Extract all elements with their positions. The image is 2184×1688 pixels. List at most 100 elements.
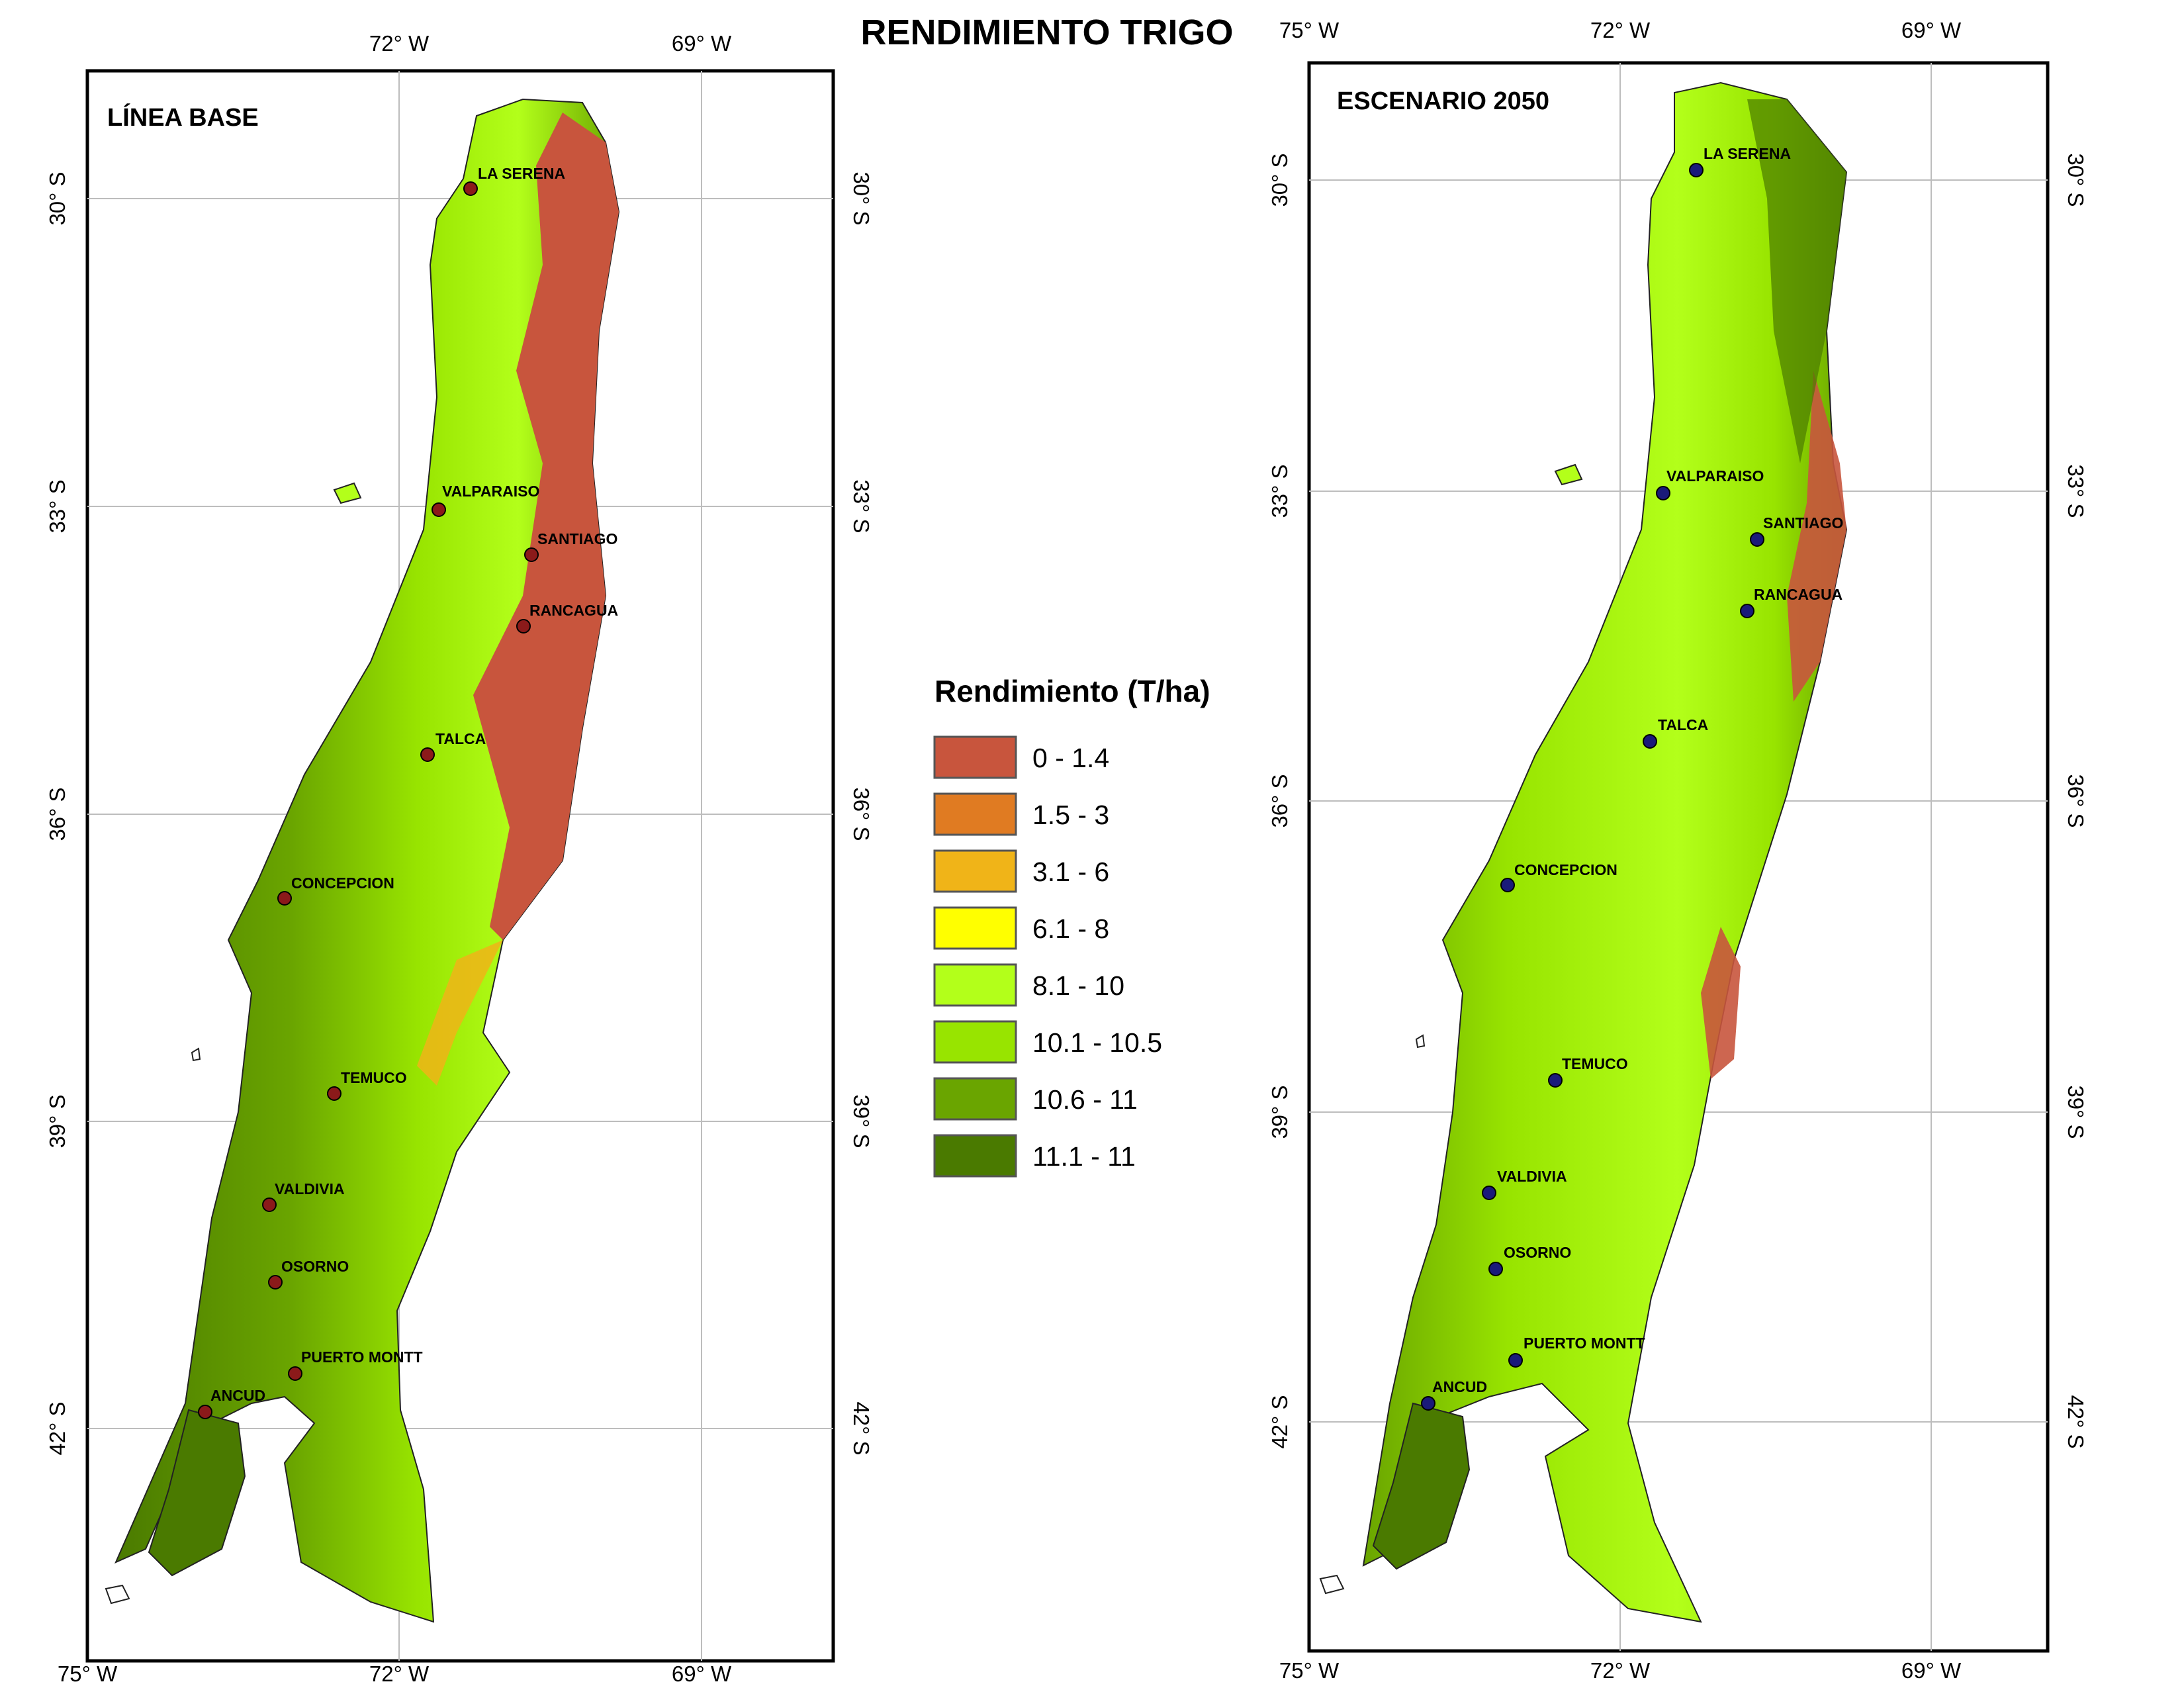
city-label: LA SERENA (1704, 145, 1791, 162)
lat-tick-left: 33° S (1267, 464, 1292, 518)
city-marker-ancud (198, 1405, 212, 1419)
legend: Rendimiento (T/ha) 0 - 1.4 1.5 - 3 3.1 - 6… (933, 674, 1210, 1178)
lat-tick-right: 39° S (849, 1094, 874, 1148)
city-marker-rancagua (1740, 604, 1754, 618)
lat-tick-right: 39° S (2064, 1085, 2088, 1139)
lat-tick-right: 42° S (849, 1401, 874, 1455)
city-markers: LA SERENA VALPARAISO SANTIAGO RANCAGUA T… (1421, 145, 1843, 1411)
lat-tick-left: 42° S (1267, 1395, 1292, 1448)
legend-swatch (933, 1077, 1017, 1121)
andes-mid-yield-zone (417, 940, 503, 1086)
legend-label: 8.1 - 10 (1032, 970, 1124, 1001)
legend-label: 3.1 - 6 (1032, 857, 1109, 887)
city-marker-valparaiso (432, 502, 446, 517)
city-label: SANTIAGO (537, 530, 617, 547)
city-label: VALPARAISO (442, 483, 539, 500)
lon-tick-top: 69° W (672, 31, 732, 56)
island-chiloe (148, 1409, 246, 1577)
city-marker-puerto-montt (288, 1366, 302, 1381)
city-label: RANCAGUA (529, 602, 618, 619)
city-marker-talca (1643, 734, 1657, 749)
figure-title: RENDIMIENTO TRIGO (860, 13, 1233, 52)
island-small-1 (191, 1047, 201, 1062)
legend-swatch (933, 735, 1017, 779)
lat-tick-right: 30° S (2064, 153, 2088, 207)
city-label: TALCA (1658, 716, 1708, 733)
city-label: LA SERENA (478, 165, 565, 182)
city-label: PUERTO MONTT (1524, 1335, 1645, 1352)
legend-label: 1.5 - 3 (1032, 800, 1109, 830)
lat-tick-right: 42° S (2064, 1395, 2088, 1448)
legend-title: Rendimiento (T/ha) (934, 674, 1210, 708)
legend-label: 10.1 - 10.5 (1032, 1027, 1162, 1058)
city-label: TALCA (435, 730, 486, 747)
city-label: OSORNO (1504, 1244, 1571, 1261)
map-escenario-2050: 75° W 72° W 69° W 75° W 72° W 69° W 30° … (1267, 18, 2088, 1683)
city-marker-osorno (268, 1275, 283, 1289)
city-marker-rancagua (516, 619, 531, 633)
city-label: VALDIVIA (275, 1180, 345, 1197)
city-marker-valparaiso (1656, 486, 1670, 500)
lat-tick-left: 33° S (45, 479, 69, 533)
island-juan-fernandez (1554, 463, 1583, 486)
legend-items: 0 - 1.4 1.5 - 3 3.1 - 6 6.1 - 8 8.1 - 10 10.1… (933, 735, 1162, 1178)
city-label: SANTIAGO (1763, 514, 1843, 532)
map-linea-base: 72° W 69° W 75° W 72° W 69° W 30° S 33° … (45, 31, 874, 1686)
city-marker-osorno (1488, 1262, 1503, 1276)
andes-low-yield-zone-south (1701, 927, 1741, 1079)
andes-low-yield-zone (473, 113, 619, 940)
lat-tick-left: 30° S (1267, 153, 1292, 207)
andes-low-yield-zone (1787, 371, 1846, 702)
axis-ticks: 72° W 69° W 75° W 72° W 69° W 30° S 33° … (45, 31, 874, 1686)
lat-tick-left: 30° S (45, 171, 69, 225)
map-title: LÍNEA BASE (107, 103, 259, 132)
chile-landmass (114, 98, 620, 1623)
city-label: CONCEPCION (291, 874, 394, 892)
lat-tick-left: 36° S (45, 787, 69, 841)
lat-tick-left: 39° S (1267, 1085, 1292, 1139)
city-marker-la-serena (463, 181, 478, 196)
city-marker-ancud (1421, 1396, 1435, 1411)
city-marker-valdivia (262, 1197, 277, 1212)
island-small-1 (1415, 1034, 1426, 1049)
lon-tick-bottom: 72° W (369, 1662, 430, 1686)
island-chiloe (1372, 1402, 1471, 1570)
legend-label: 10.6 - 11 (1032, 1084, 1138, 1115)
lat-tick-right: 30° S (849, 171, 874, 225)
lon-tick-top: 72° W (1590, 18, 1651, 42)
island-small-2 (105, 1584, 130, 1605)
andes-dark-zone (1747, 99, 1846, 463)
city-marker-puerto-montt (1508, 1353, 1523, 1368)
city-markers: LA SERENA VALPARAISO SANTIAGO RANCAGUA T… (198, 165, 618, 1419)
lat-tick-left: 39° S (45, 1094, 69, 1148)
lat-tick-right: 36° S (2064, 774, 2088, 827)
legend-swatch (933, 1020, 1017, 1064)
lon-tick-top: 72° W (369, 31, 430, 56)
map-title: ESCENARIO 2050 (1337, 87, 1549, 115)
city-marker-talca (420, 747, 435, 762)
lon-tick-top: 75° W (1279, 18, 1340, 42)
city-marker-santiago (1750, 532, 1764, 547)
city-label: ANCUD (1432, 1378, 1487, 1395)
city-marker-temuco (1548, 1073, 1563, 1088)
city-label: PUERTO MONTT (301, 1348, 423, 1366)
city-label: VALDIVIA (1497, 1168, 1567, 1185)
lat-tick-right: 36° S (849, 787, 874, 841)
city-marker-temuco (327, 1086, 341, 1101)
city-marker-valdivia (1482, 1186, 1496, 1200)
lon-tick-bottom: 75° W (58, 1662, 118, 1686)
lon-tick-bottom: 69° W (1901, 1658, 1962, 1683)
island-juan-fernandez (333, 482, 362, 504)
legend-swatch (933, 1134, 1017, 1178)
island-small-2 (1319, 1574, 1345, 1595)
lat-tick-left: 42° S (45, 1401, 69, 1455)
lon-tick-bottom: 75° W (1279, 1658, 1340, 1683)
city-marker-concepcion (277, 891, 292, 906)
lat-tick-left: 36° S (1267, 774, 1292, 827)
lat-tick-right: 33° S (2064, 464, 2088, 518)
lon-tick-bottom: 72° W (1590, 1658, 1651, 1683)
legend-label: 11.1 - 11 (1032, 1141, 1136, 1172)
city-label: CONCEPCION (1514, 861, 1617, 878)
city-label: OSORNO (281, 1258, 349, 1275)
